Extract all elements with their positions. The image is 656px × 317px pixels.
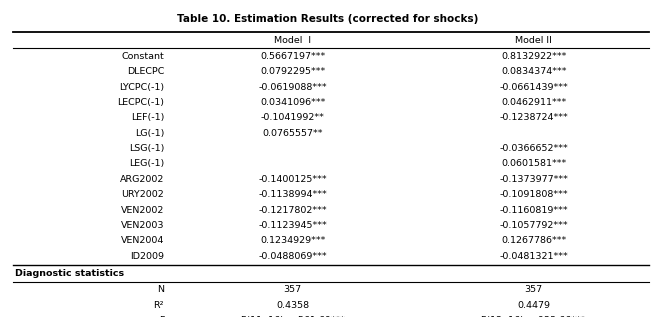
Text: URY2002: URY2002: [121, 190, 164, 199]
Text: 0.0341096***: 0.0341096***: [260, 98, 325, 107]
Text: VEN2002: VEN2002: [121, 205, 164, 215]
Text: -0.1160819***: -0.1160819***: [499, 205, 568, 215]
Text: ARG2002: ARG2002: [119, 175, 164, 184]
Text: 0.0765557**: 0.0765557**: [262, 129, 323, 138]
Text: ID2009: ID2009: [130, 252, 164, 261]
Text: Table 10. Estimation Results (corrected for shocks): Table 10. Estimation Results (corrected …: [177, 14, 479, 24]
Text: LEF(-1): LEF(-1): [131, 113, 164, 122]
Text: 0.0601581***: 0.0601581***: [501, 159, 566, 168]
Text: LSG(-1): LSG(-1): [129, 144, 164, 153]
Text: -0.0488069***: -0.0488069***: [258, 252, 327, 261]
Text: 0.1234929***: 0.1234929***: [260, 236, 325, 245]
Text: F(11, 16) = 561.69***: F(11, 16) = 561.69***: [241, 316, 344, 317]
Text: -0.1123945***: -0.1123945***: [258, 221, 327, 230]
Text: Diagnostic statistics: Diagnostic statistics: [15, 269, 124, 278]
Text: Constant: Constant: [121, 52, 164, 61]
Text: -0.1373977***: -0.1373977***: [499, 175, 568, 184]
Text: VEN2003: VEN2003: [121, 221, 164, 230]
Text: 0.4358: 0.4358: [276, 301, 309, 310]
Text: -0.1400125***: -0.1400125***: [258, 175, 327, 184]
Text: -0.1238724***: -0.1238724***: [499, 113, 568, 122]
Text: 0.0834374***: 0.0834374***: [501, 67, 566, 76]
Text: -0.1138994***: -0.1138994***: [258, 190, 327, 199]
Text: R²: R²: [154, 301, 164, 310]
Text: 357: 357: [283, 286, 302, 294]
Text: -0.0481321***: -0.0481321***: [499, 252, 568, 261]
Text: DLECPC: DLECPC: [127, 67, 164, 76]
Text: 0.1267786***: 0.1267786***: [501, 236, 566, 245]
Text: 0.0462911***: 0.0462911***: [501, 98, 566, 107]
Text: LECPC(-1): LECPC(-1): [117, 98, 164, 107]
Text: N: N: [157, 286, 164, 294]
Text: LYCPC(-1): LYCPC(-1): [119, 82, 164, 92]
Text: -0.1057792***: -0.1057792***: [499, 221, 568, 230]
Text: 0.8132922***: 0.8132922***: [501, 52, 566, 61]
Text: VEN2004: VEN2004: [121, 236, 164, 245]
Text: LEG(-1): LEG(-1): [129, 159, 164, 168]
Text: LG(-1): LG(-1): [134, 129, 164, 138]
Text: 0.0792295***: 0.0792295***: [260, 67, 325, 76]
Text: -0.1217802***: -0.1217802***: [258, 205, 327, 215]
Text: Model  I: Model I: [274, 36, 311, 45]
Text: 357: 357: [525, 286, 543, 294]
Text: F(12, 16) = 933.66***: F(12, 16) = 933.66***: [482, 316, 586, 317]
Text: 0.5667197***: 0.5667197***: [260, 52, 325, 61]
Text: -0.0661439***: -0.0661439***: [499, 82, 568, 92]
Text: 0.4479: 0.4479: [517, 301, 550, 310]
Text: -0.1091808***: -0.1091808***: [499, 190, 568, 199]
Text: -0.0619088***: -0.0619088***: [258, 82, 327, 92]
Text: -0.1041992**: -0.1041992**: [260, 113, 325, 122]
Text: F: F: [159, 316, 164, 317]
Text: Model II: Model II: [515, 36, 552, 45]
Text: -0.0366652***: -0.0366652***: [499, 144, 568, 153]
